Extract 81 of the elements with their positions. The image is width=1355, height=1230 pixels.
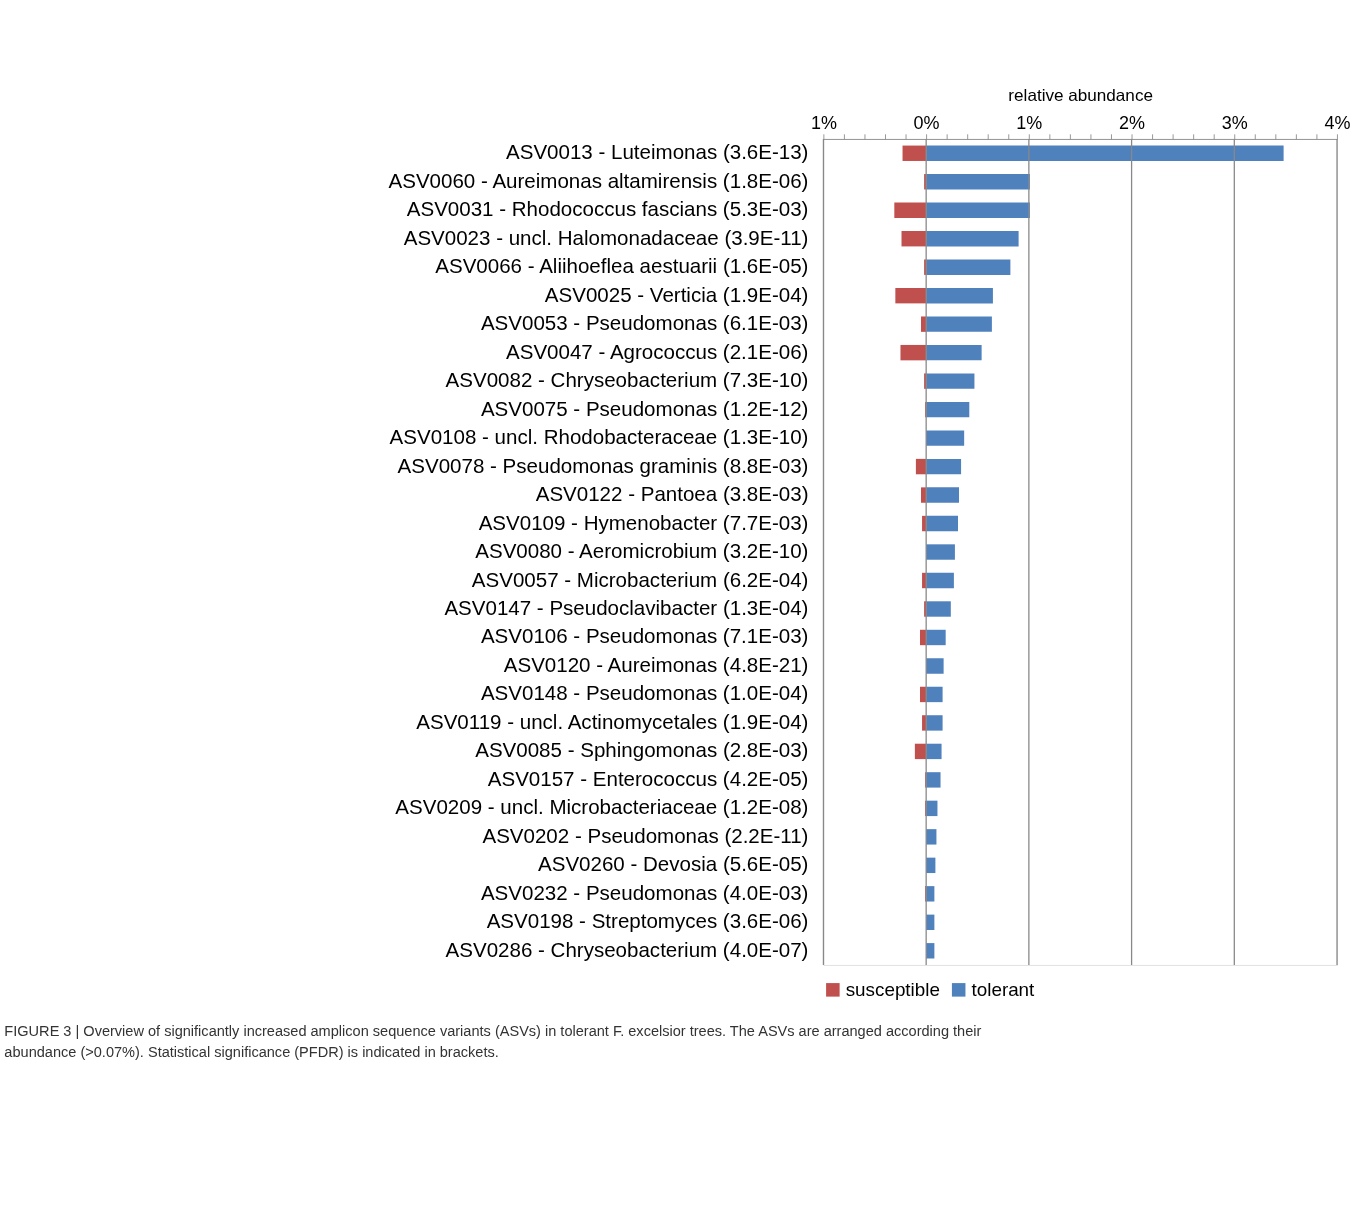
bar xyxy=(895,287,927,304)
caption: FIGURE 3 | Overview of significantly increased amplicon sequence variants (ASVs) in tolerant F. excelsior trees. The ASVs are arranged according their abundance (>0.07%). Statistical significance (PFDR) is indicated in brackets. xyxy=(4,1023,982,1060)
y-tick-label: ASV0060 - Aureimonas altamirensis (1.8E-06) xyxy=(388,168,809,192)
bar xyxy=(924,601,927,617)
bar xyxy=(924,373,927,389)
x-tick-label: 0% xyxy=(913,113,940,134)
y-tick-label: ASV0047 - Agrococcus (2.1E-06) xyxy=(506,339,809,363)
y-tick-label: ASV0232 - Pseudomonas (4.0E-03) xyxy=(480,880,809,904)
y-tick-label: ASV0053 - Pseudomonas (6.1E-03) xyxy=(480,311,809,335)
bar xyxy=(901,231,927,247)
legend-label: susceptible xyxy=(845,978,940,1000)
y-tick-label: ASV0066 - Aliihoeflea aestuarii (1.6E-05) xyxy=(435,254,809,278)
y-tick-label: ASV0106 - Pseudomonas (7.1E-03) xyxy=(480,624,809,648)
bar xyxy=(926,544,955,560)
bar xyxy=(926,715,943,731)
x-tick-label: 4% xyxy=(1324,113,1351,134)
bar xyxy=(926,202,1030,218)
y-tick-label: ASV0260 - Devosia (5.6E-05) xyxy=(537,852,809,876)
y-tick-label: ASV0286 - Chryseobacterium (4.0E-07) xyxy=(445,937,809,961)
bar xyxy=(926,629,946,646)
bar xyxy=(894,202,927,218)
y-tick-label: ASV0075 - Pseudomonas (1.2E-12) xyxy=(480,396,809,420)
x-tick-label: 3% xyxy=(1221,113,1248,134)
y-tick-label: ASV0057 - Microbacterium (6.2E-04) xyxy=(471,567,809,591)
bar xyxy=(926,174,1030,190)
legend-label: tolerant xyxy=(971,978,1036,1000)
bar xyxy=(926,487,960,503)
bar xyxy=(926,686,943,703)
y-tick-label: ASV0119 - uncl. Actinomycetales (1.9E-04) xyxy=(416,709,809,733)
y-tick-label: ASV0108 - uncl. Rhodobacteraceae (1.3E-10) xyxy=(389,425,809,449)
y-tick-label: ASV0109 - Hymenobacter (7.7E-03) xyxy=(478,510,809,534)
bar xyxy=(922,572,927,589)
bar xyxy=(926,344,982,361)
x-axis-title: relative abundance xyxy=(1008,85,1153,105)
bar xyxy=(915,458,927,475)
x-tick-label: 1% xyxy=(1016,113,1043,134)
bar xyxy=(926,572,954,589)
bar xyxy=(926,601,951,617)
y-tick-label: ASV0209 - uncl. Microbacteriaceae (1.2E-08) xyxy=(395,795,809,819)
bar xyxy=(920,629,927,646)
bar xyxy=(922,715,927,731)
bar xyxy=(926,259,1011,275)
y-tick-label: ASV0147 - Pseudoclavibacter (1.3E-04) xyxy=(444,595,809,619)
y-tick-label: ASV0082 - Chryseobacterium (7.3E-10) xyxy=(445,368,809,392)
y-tick-label: ASV0078 - Pseudomonas graminis (8.8E-03) xyxy=(397,453,809,477)
y-tick-label: ASV0120 - Aureimonas (4.8E-21) xyxy=(503,652,809,676)
y-tick-label: ASV0198 - Streptomyces (3.6E-06) xyxy=(486,909,809,933)
y-tick-label: ASV0122 - Pantoea (3.8E-03) xyxy=(535,482,809,506)
bar xyxy=(926,515,958,532)
bar xyxy=(900,344,927,361)
bar xyxy=(914,743,927,760)
bar xyxy=(926,743,942,760)
bar xyxy=(921,487,927,503)
bar xyxy=(926,430,965,446)
bar xyxy=(920,686,927,703)
bar xyxy=(926,316,992,332)
bar xyxy=(926,145,1284,161)
bar xyxy=(924,259,927,275)
y-tick-label: ASV0013 - Luteimonas (3.6E-13) xyxy=(506,140,809,164)
y-tick-label: ASV0148 - Pseudomonas (1.0E-04) xyxy=(480,681,809,705)
y-tick-label: ASV0157 - Enterococcus (4.2E-05) xyxy=(487,766,809,790)
bar xyxy=(924,174,927,190)
bar xyxy=(926,658,944,674)
y-tick-label: ASV0025 - Verticia (1.9E-04) xyxy=(544,282,809,306)
bar xyxy=(921,316,927,332)
bar xyxy=(926,772,941,788)
bar xyxy=(926,287,993,304)
bar xyxy=(922,515,927,532)
y-tick-label: ASV0202 - Pseudomonas (2.2E-11) xyxy=(482,823,809,847)
y-tick-label: ASV0080 - Aeromicrobium (3.2E-10) xyxy=(475,539,809,563)
bar xyxy=(902,145,927,161)
bar xyxy=(926,231,1019,247)
bar xyxy=(926,829,937,845)
y-tick-label: ASV0023 - uncl. Halomonadaceae (3.9E-11) xyxy=(403,225,809,249)
x-tick-label: 1% xyxy=(810,113,837,134)
bar xyxy=(926,458,962,475)
bar xyxy=(926,373,975,389)
bar xyxy=(926,401,970,418)
y-tick-label: ASV0085 - Sphingomonas (2.8E-03) xyxy=(475,738,809,762)
x-tick-label: 2% xyxy=(1119,113,1146,134)
y-tick-label: ASV0031 - Rhodococcus fascians (5.3E-03) xyxy=(406,197,809,221)
